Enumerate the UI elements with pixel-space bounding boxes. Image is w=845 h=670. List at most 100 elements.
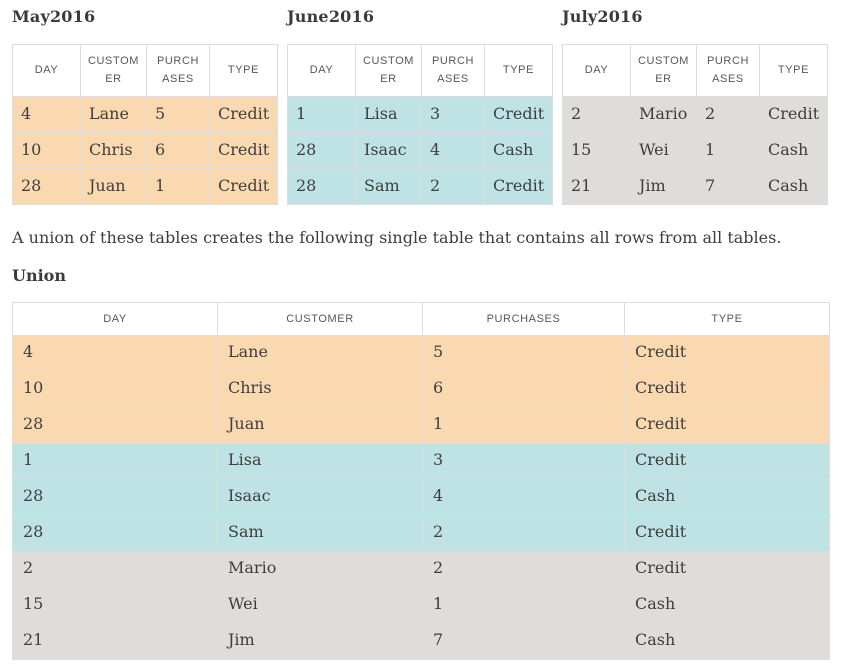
table-cell: Cash [484,132,553,169]
column-header-type: TYPE [209,44,278,97]
table-cell: 21 [12,622,218,660]
table-cell: Sam [355,168,422,205]
table-cell: Cash [624,478,830,516]
table-cell: 15 [562,132,631,169]
table-cell: 4 [421,132,485,169]
table-cell: Credit [624,550,830,588]
table-cell: Credit [624,406,830,444]
table-cell: 28 [12,168,81,205]
table-cell: Wei [630,132,697,169]
table-cell: Sam [217,514,423,552]
table-cell: Credit [209,168,278,205]
table-cell: Credit [484,96,553,133]
table-cell: Mario [630,96,697,133]
table-cell: Credit [624,370,830,408]
table-cell: 2 [422,514,625,552]
june-table-block: June2016 DAY CUSTOMER PURCHASES TYPE 1 L… [287,7,553,205]
table-row: 1 Lisa 3 Credit [12,442,830,480]
table-cell: 4 [12,334,218,372]
table-row: 28 Juan 1 Credit [12,406,830,444]
column-header-customer: CUSTOMER [217,301,423,336]
union-table-section: DAY CUSTOMER PURCHASES TYPE 4 Lane 5 Cre… [12,301,830,660]
table-cell: 2 [562,96,631,133]
column-header-day: DAY [287,44,356,97]
table-cell: 21 [562,168,631,205]
table-row: 28 Isaac 4 Cash [287,132,553,169]
table-cell: 2 [421,168,485,205]
table-row: 21 Jim 7 Cash [562,168,828,205]
table-cell: 3 [422,442,625,480]
table-row: 1 Lisa 3 Credit [287,96,553,133]
table-cell: 6 [422,370,625,408]
table-cell: Credit [209,132,278,169]
june-table-title: June2016 [287,7,375,26]
table-row: 2 Mario 2 Credit [12,550,830,588]
table-cell: 2 [12,550,218,588]
table-header-row: DAY CUSTOMER PURCHASES TYPE [12,301,830,336]
table-cell: Credit [209,96,278,133]
table-cell: Jim [217,622,423,660]
table-cell: Cash [624,622,830,660]
table-cell: 2 [422,550,625,588]
table-row: 28 Isaac 4 Cash [12,478,830,516]
table-cell: Mario [217,550,423,588]
table-row: 21 Jim 7 Cash [12,622,830,660]
table-cell: Lisa [355,96,422,133]
table-cell: Chris [80,132,147,169]
column-header-day: DAY [12,44,81,97]
union-description-text: A union of these tables creates the foll… [12,228,782,247]
table-cell: Isaac [217,478,423,516]
table-cell: 28 [12,406,218,444]
union-table: DAY CUSTOMER PURCHASES TYPE 4 Lane 5 Cre… [12,301,830,660]
table-cell: Lane [217,334,423,372]
column-header-type: TYPE [759,44,828,97]
table-row: 4 Lane 5 Credit [12,334,830,372]
july-table-title: July2016 [562,7,643,26]
table-row: 28 Sam 2 Credit [287,168,553,205]
table-cell: 1 [696,132,760,169]
table-row: 15 Wei 1 Cash [562,132,828,169]
may-table-title: May2016 [12,7,96,26]
column-header-purchases: PURCHASES [422,301,625,336]
table-cell: Cash [759,168,828,205]
table-cell: Credit [624,442,830,480]
table-cell: 10 [12,132,81,169]
table-row: 28 Sam 2 Credit [12,514,830,552]
table-cell: 2 [696,96,760,133]
column-header-customer: CUSTOMER [630,44,697,97]
table-cell: 7 [422,622,625,660]
june-table: DAY CUSTOMER PURCHASES TYPE 1 Lisa 3 Cre… [287,44,553,205]
column-header-purchases: PURCHASES [421,44,485,97]
table-cell: 4 [12,96,81,133]
table-cell: 3 [421,96,485,133]
table-row: 10 Chris 6 Credit [12,370,830,408]
table-cell: 1 [287,96,356,133]
table-cell: 15 [12,586,218,624]
july-table: DAY CUSTOMER PURCHASES TYPE 2 Mario 2 Cr… [562,44,828,205]
table-cell: 28 [287,168,356,205]
column-header-customer: CUSTOMER [355,44,422,97]
table-cell: Isaac [355,132,422,169]
column-header-purchases: PURCHASES [696,44,760,97]
table-cell: 5 [146,96,210,133]
table-cell: Credit [484,168,553,205]
may-table-block: May2016 DAY CUSTOMER PURCHASES TYPE 4 La… [12,7,278,205]
table-cell: Lisa [217,442,423,480]
table-cell: 28 [12,514,218,552]
union-heading: Union [12,265,66,285]
table-cell: 6 [146,132,210,169]
table-cell: 1 [422,586,625,624]
table-cell: Cash [624,586,830,624]
table-cell: Credit [624,514,830,552]
july-table-block: July2016 DAY CUSTOMER PURCHASES TYPE 2 M… [562,7,828,205]
table-cell: Wei [217,586,423,624]
table-cell: 28 [287,132,356,169]
column-header-purchases: PURCHASES [146,44,210,97]
column-header-day: DAY [562,44,631,97]
table-row: 2 Mario 2 Credit [562,96,828,133]
table-cell: Credit [759,96,828,133]
table-cell: 1 [12,442,218,480]
table-cell: Credit [624,334,830,372]
column-header-type: TYPE [484,44,553,97]
